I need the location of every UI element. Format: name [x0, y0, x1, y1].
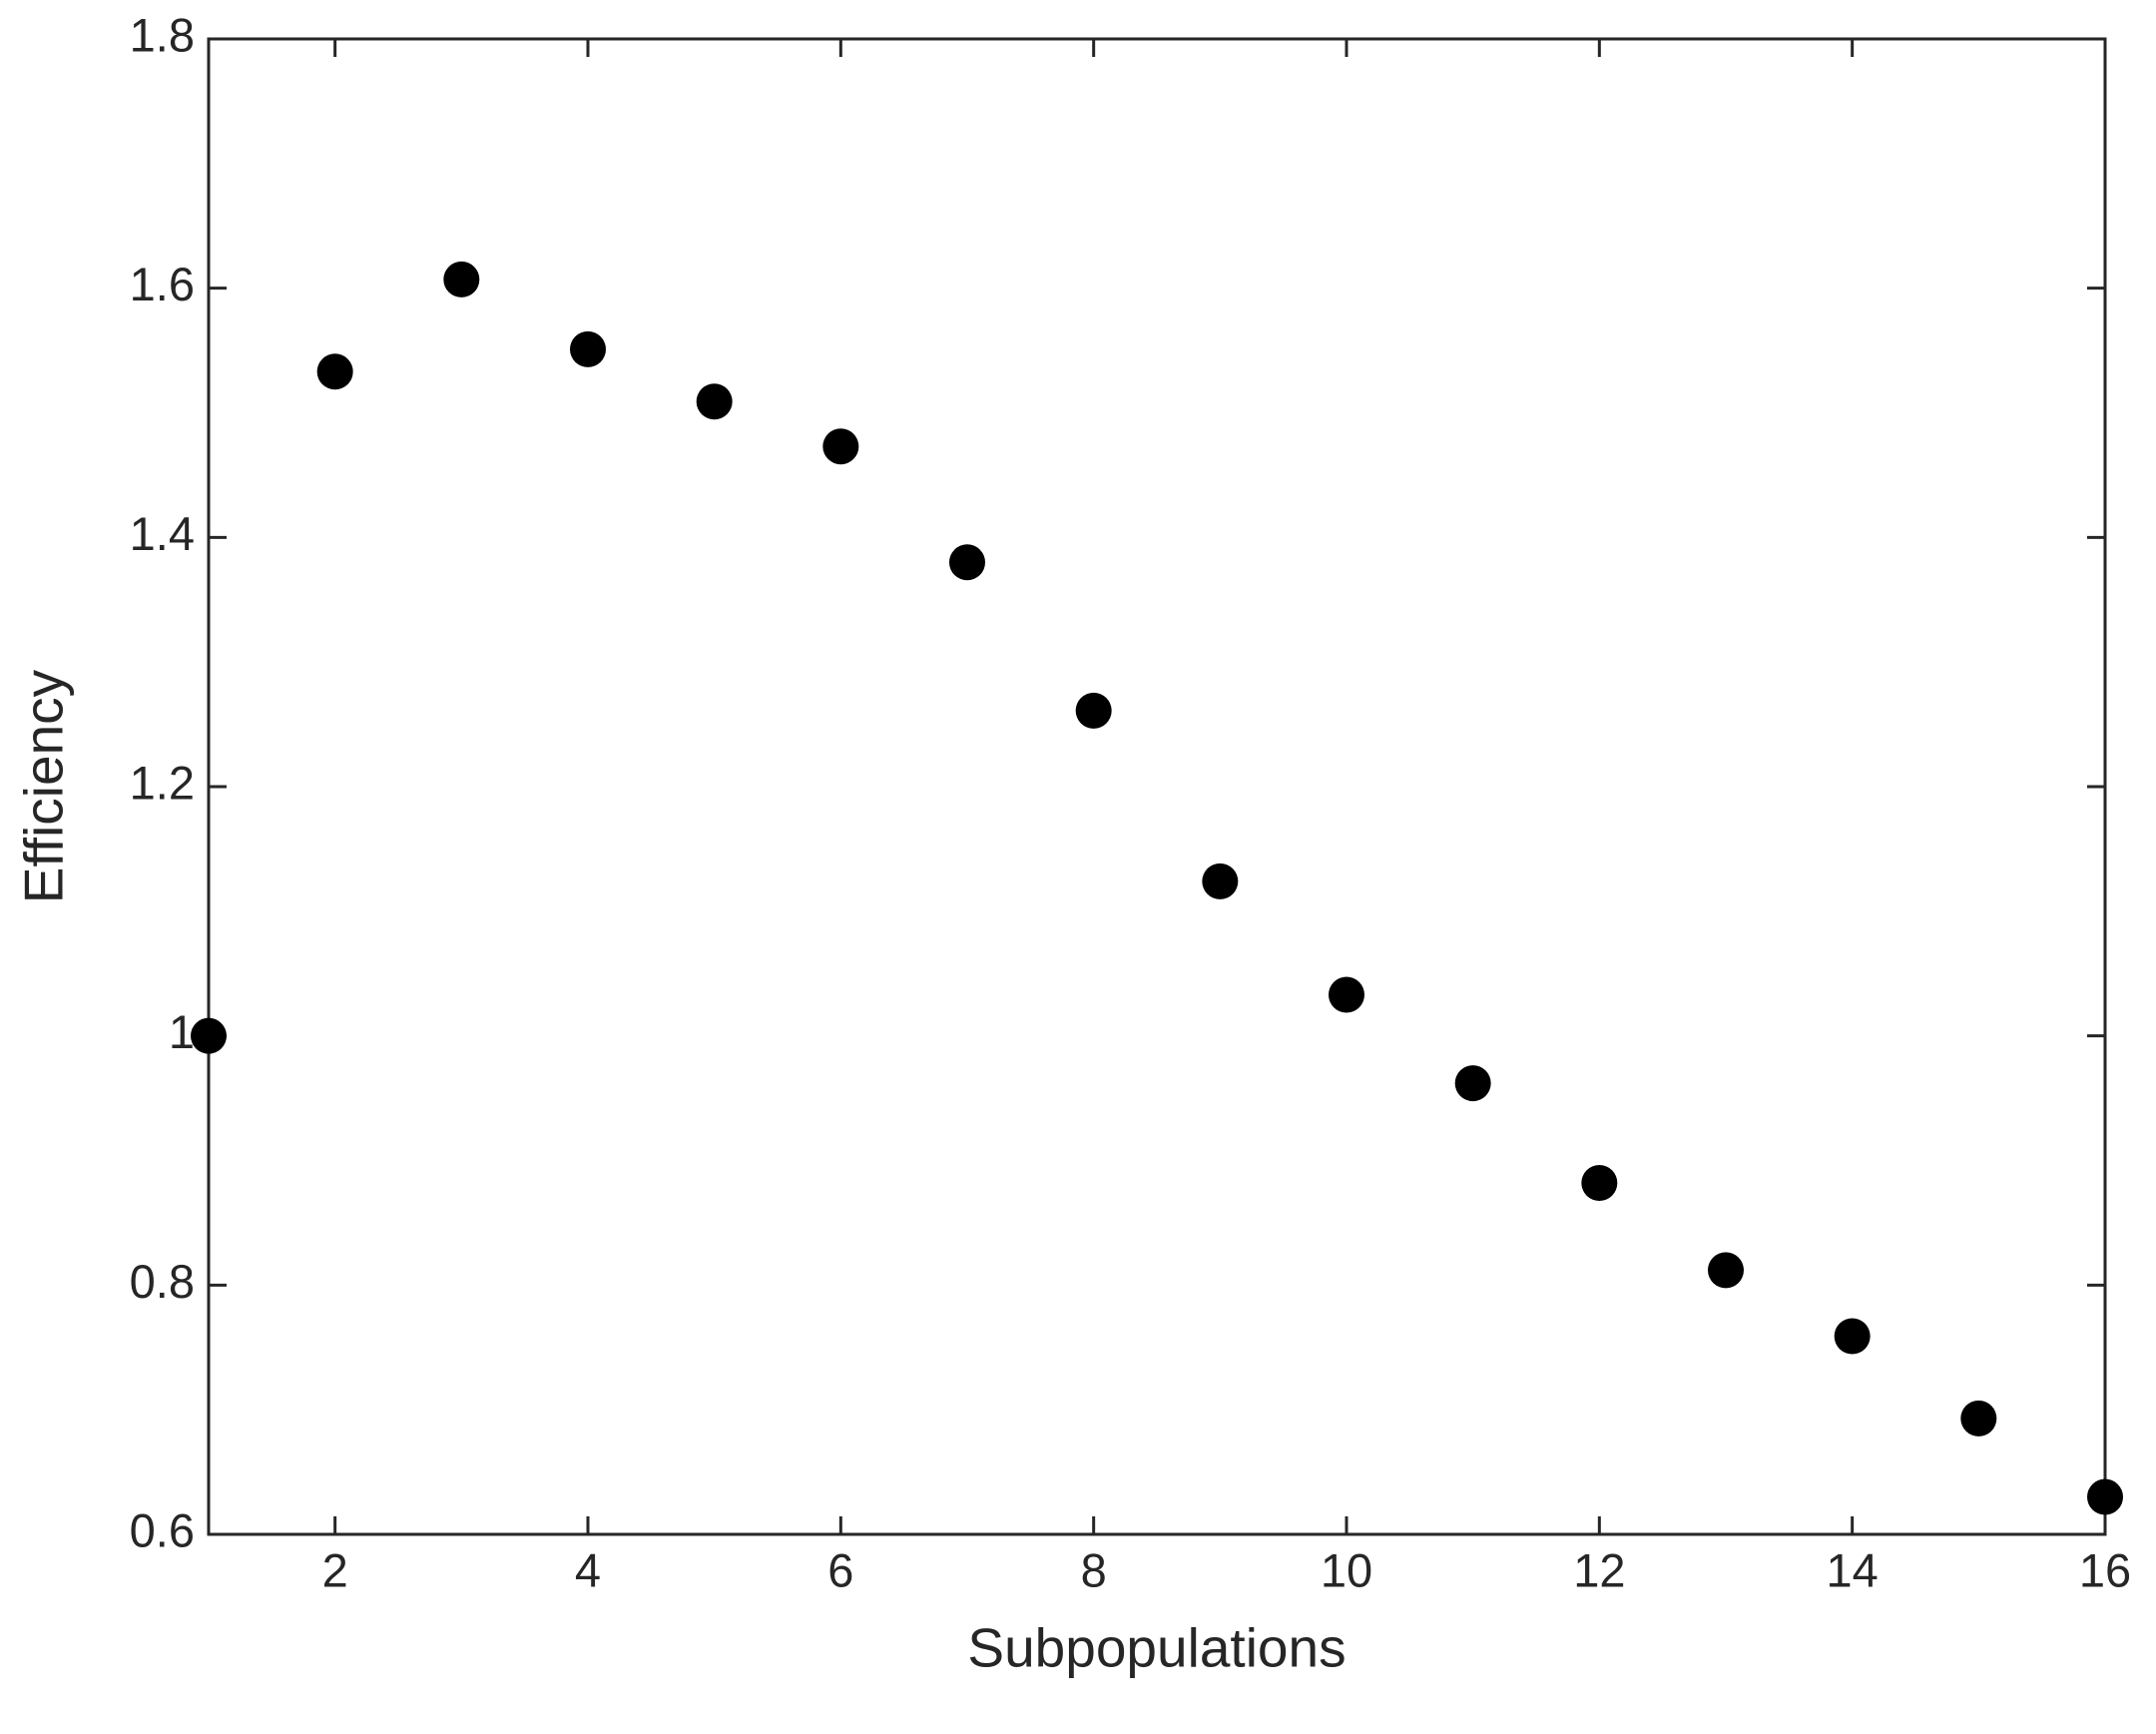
x-tick-label: 6	[827, 1543, 853, 1596]
y-tick-label: 1.6	[130, 258, 195, 310]
point	[1202, 863, 1239, 899]
y-tick-label: 1.8	[130, 8, 195, 61]
y-tick-label: 1.4	[130, 507, 195, 560]
y-tick-label: 0.6	[130, 1503, 195, 1556]
point	[191, 1017, 227, 1054]
x-axis-label: Subpopulations	[967, 1617, 1346, 1679]
point	[696, 383, 733, 420]
y-axis-label: Efficiency	[13, 669, 75, 903]
point	[316, 353, 353, 390]
point	[1075, 692, 1112, 729]
point	[1708, 1252, 1744, 1289]
y-tick-label: 0.8	[130, 1255, 195, 1308]
point	[1454, 1065, 1491, 1102]
x-tick-label: 10	[1321, 1543, 1372, 1596]
point	[1581, 1164, 1618, 1201]
x-tick-label: 2	[322, 1543, 348, 1596]
x-tick-label: 12	[1573, 1543, 1625, 1596]
x-tick-label: 4	[575, 1543, 601, 1596]
x-tick-label: 14	[1827, 1543, 1879, 1596]
point	[822, 428, 859, 465]
point	[1960, 1400, 1997, 1437]
point	[570, 330, 606, 367]
plot-frame	[207, 37, 2107, 1536]
x-tick-label: 16	[2079, 1543, 2131, 1596]
point	[443, 261, 480, 297]
y-tick-label: 1	[169, 1005, 195, 1058]
point	[1329, 976, 1364, 1013]
point	[949, 544, 985, 581]
x-tick-label: 8	[1081, 1543, 1107, 1596]
y-tick-label: 1.2	[130, 756, 195, 809]
point	[2087, 1478, 2123, 1515]
point	[1834, 1318, 1871, 1355]
